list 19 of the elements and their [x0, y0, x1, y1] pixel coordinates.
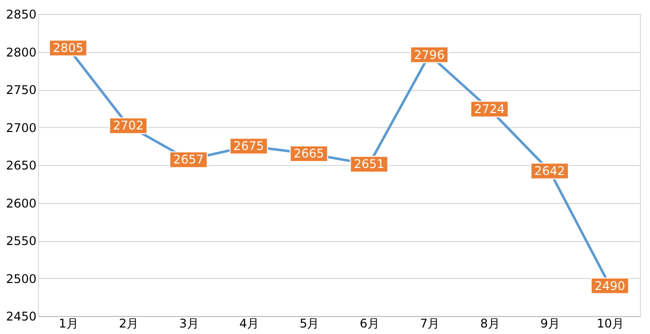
x-tick-label: 5月 — [300, 316, 320, 330]
y-tick-label: 2800 — [6, 45, 36, 60]
y-tick-label: 2700 — [6, 120, 36, 135]
y-tick-label: 2850 — [6, 8, 36, 22]
x-tick-label: 6月 — [360, 316, 380, 330]
y-tick-label: 2450 — [6, 310, 36, 324]
x-tick-label: 9月 — [540, 316, 560, 330]
x-tick-label: 3月 — [179, 316, 199, 330]
y-tick-label: 2650 — [6, 158, 36, 172]
x-tick-label: 7月 — [420, 316, 440, 330]
y-tick-label: 2550 — [6, 234, 36, 248]
x-tick-label: 1月 — [58, 316, 78, 330]
x-tick-label: 8月 — [480, 316, 500, 330]
x-tick-label: 4月 — [239, 316, 260, 330]
y-tick-label: 2750 — [6, 83, 36, 97]
y-tick-label: 2600 — [6, 196, 36, 210]
x-tick-label: 10月 — [596, 316, 624, 330]
x-tick-label: 2月 — [118, 316, 139, 330]
y-tick-label: 2500 — [6, 272, 36, 286]
